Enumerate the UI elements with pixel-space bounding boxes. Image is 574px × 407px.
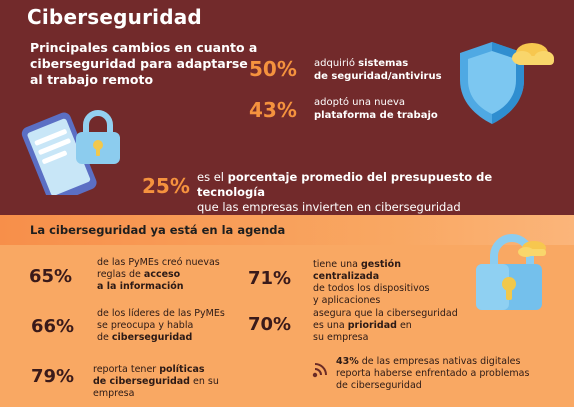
agenda-bar	[0, 215, 574, 245]
stat-65-text: de las PyMEs creó nuevas reglas de acces…	[97, 257, 247, 293]
stat-50-text: adquirió sistemas de seguridad/antivirus	[314, 57, 464, 83]
stat-79-l1b: políticas	[159, 364, 205, 375]
stat-66-l3b: ciberseguridad	[111, 332, 193, 343]
page-title: Ciberseguridad	[27, 5, 202, 29]
stat-25-pct: 25%	[142, 174, 190, 198]
stat-71-pct: 71%	[248, 268, 292, 289]
stat-25-text-b: que las empresas invierten en cibersegur…	[197, 200, 461, 214]
stat-79-text: reporta tener políticas de cibersegurida…	[93, 364, 263, 400]
stat-70-l2b: prioridad	[347, 320, 397, 331]
stat-50-bold-b: de seguridad/antivirus	[314, 71, 442, 82]
note-text: 43% de las empresas nativas digitales re…	[336, 356, 536, 392]
stat-66-l2: se preocupa y habla	[97, 320, 194, 331]
stat-70-text: asegura que la ciberseguridad es una pri…	[313, 308, 473, 344]
stat-25-bold: porcentaje promedio del presupuesto de t…	[197, 170, 493, 199]
stat-65-l2a: reglas de	[97, 269, 144, 280]
bottom-panel	[0, 215, 574, 407]
stat-70-l3: su empresa	[313, 332, 369, 343]
stat-70-pct: 70%	[248, 314, 292, 335]
stat-70-l2c: en	[396, 320, 412, 331]
stat-66-text: de los líderes de las PyMEs se preocupa …	[97, 308, 247, 344]
note-l3: de ciberseguridad	[336, 380, 422, 391]
padlock-icon	[476, 234, 546, 310]
stat-79-pct: 79%	[31, 366, 75, 387]
stat-65-pct: 65%	[29, 266, 73, 287]
stat-71-text: tiene una gestión centralizada de todos …	[313, 259, 463, 307]
shield-cloud-icon	[460, 42, 554, 124]
stat-66-l3a: de	[97, 332, 112, 343]
note-l2: reporta haberse enfrentado a problemas	[336, 368, 530, 379]
stat-65-l1: de las PyMEs creó nuevas	[97, 257, 220, 268]
stat-71-l1a: tiene una	[313, 259, 361, 270]
stat-79-l2b: en su empresa	[93, 376, 219, 399]
stat-43-text: adoptó una nueva plataforma de trabajo	[314, 96, 464, 122]
phone-lock-icon	[21, 110, 120, 195]
stat-65-l2b: acceso	[143, 269, 181, 280]
stat-79-l2a: de ciberseguridad	[93, 376, 190, 387]
stat-70-l2a: es una	[313, 320, 348, 331]
stat-43-bold-b: plataforma de trabajo	[314, 110, 438, 121]
stat-71-l2: de todos los dispositivos	[313, 283, 430, 294]
agenda-title: La ciberseguridad ya está en la agenda	[30, 223, 286, 237]
stat-25-text-a: es el	[197, 170, 228, 184]
subtitle: Principales cambios en cuanto a ciberseg…	[30, 40, 258, 87]
stat-43-text-a: adoptó una nueva	[314, 97, 406, 108]
stat-71-l1b: gestión centralizada	[313, 259, 401, 282]
stat-50-pct: 50%	[249, 57, 297, 81]
stat-79-l1a: reporta tener	[93, 364, 160, 375]
stat-66-pct: 66%	[31, 316, 75, 337]
stat-65-l3: a la información	[97, 281, 184, 292]
wifi-signal-icon	[312, 363, 327, 378]
note-bold: 43%	[336, 356, 359, 367]
stat-70-l1: asegura que la ciberseguridad	[313, 308, 458, 319]
stat-66-l1: de los líderes de las PyMEs	[97, 308, 225, 319]
stat-50-bold-a: sistemas	[358, 58, 409, 69]
stat-71-l3: y aplicaciones	[313, 295, 381, 306]
stat-43-pct: 43%	[249, 98, 297, 122]
note-l1: de las empresas nativas digitales	[358, 356, 521, 367]
stat-25-text: es el porcentaje promedio del presupuest…	[197, 170, 547, 215]
stat-50-text-a: adquirió	[314, 58, 359, 69]
